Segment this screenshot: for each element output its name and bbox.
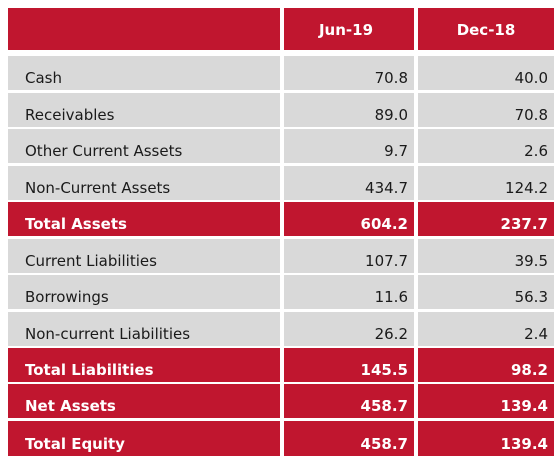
header-jun-19: Jun-19 <box>284 8 414 50</box>
table-header-row: Jun-19 Dec-18 <box>8 8 554 50</box>
header-dec-18: Dec-18 <box>418 8 554 50</box>
row-label: Non-Current Assets <box>8 166 280 200</box>
row-label: Non-current Liabilities <box>8 312 280 346</box>
value-jun-19: 434.7 <box>284 166 414 200</box>
table-row-net-assets: Net Assets 458.7 139.4 <box>8 384 554 418</box>
row-label: Total Equity <box>8 421 280 456</box>
table-row-non-current-liabilities: Non-current Liabilities 26.2 2.4 <box>8 312 554 346</box>
table-row-current-liabilities: Current Liabilities 107.7 39.5 <box>8 239 554 273</box>
row-label: Total Liabilities <box>8 348 280 382</box>
value-jun-19: 458.7 <box>284 421 414 456</box>
value-jun-19: 145.5 <box>284 348 414 382</box>
header-label-cell <box>8 8 280 50</box>
value-dec-18: 2.4 <box>418 312 554 346</box>
value-dec-18: 2.6 <box>418 129 554 163</box>
row-label: Other Current Assets <box>8 129 280 163</box>
value-jun-19: 26.2 <box>284 312 414 346</box>
value-jun-19: 11.6 <box>284 275 414 309</box>
value-jun-19: 107.7 <box>284 239 414 273</box>
value-dec-18: 70.8 <box>418 93 554 127</box>
value-dec-18: 98.2 <box>418 348 554 382</box>
value-jun-19: 458.7 <box>284 384 414 418</box>
table-row-receivables: Receivables 89.0 70.8 <box>8 93 554 127</box>
table-row-other-current-assets: Other Current Assets 9.7 2.6 <box>8 129 554 163</box>
row-label: Borrowings <box>8 275 280 309</box>
value-jun-19: 9.7 <box>284 129 414 163</box>
value-dec-18: 124.2 <box>418 166 554 200</box>
row-label: Cash <box>8 56 280 90</box>
value-dec-18: 39.5 <box>418 239 554 273</box>
value-dec-18: 237.7 <box>418 202 554 236</box>
value-jun-19: 70.8 <box>284 56 414 90</box>
table-row-total-liabilities: Total Liabilities 145.5 98.2 <box>8 348 554 382</box>
row-label: Receivables <box>8 93 280 127</box>
value-jun-19: 604.2 <box>284 202 414 236</box>
row-label: Net Assets <box>8 384 280 418</box>
table-row-non-current-assets: Non-Current Assets 434.7 124.2 <box>8 166 554 200</box>
value-dec-18: 56.3 <box>418 275 554 309</box>
table-row-total-assets: Total Assets 604.2 237.7 <box>8 202 554 236</box>
table-row-total-equity: Total Equity 458.7 139.4 <box>8 421 554 456</box>
value-dec-18: 139.4 <box>418 384 554 418</box>
table-row-borrowings: Borrowings 11.6 56.3 <box>8 275 554 309</box>
row-label: Total Assets <box>8 202 280 236</box>
value-dec-18: 139.4 <box>418 421 554 456</box>
table-row-cash: Cash 70.8 40.0 <box>8 56 554 90</box>
value-jun-19: 89.0 <box>284 93 414 127</box>
row-label: Current Liabilities <box>8 239 280 273</box>
value-dec-18: 40.0 <box>418 56 554 90</box>
